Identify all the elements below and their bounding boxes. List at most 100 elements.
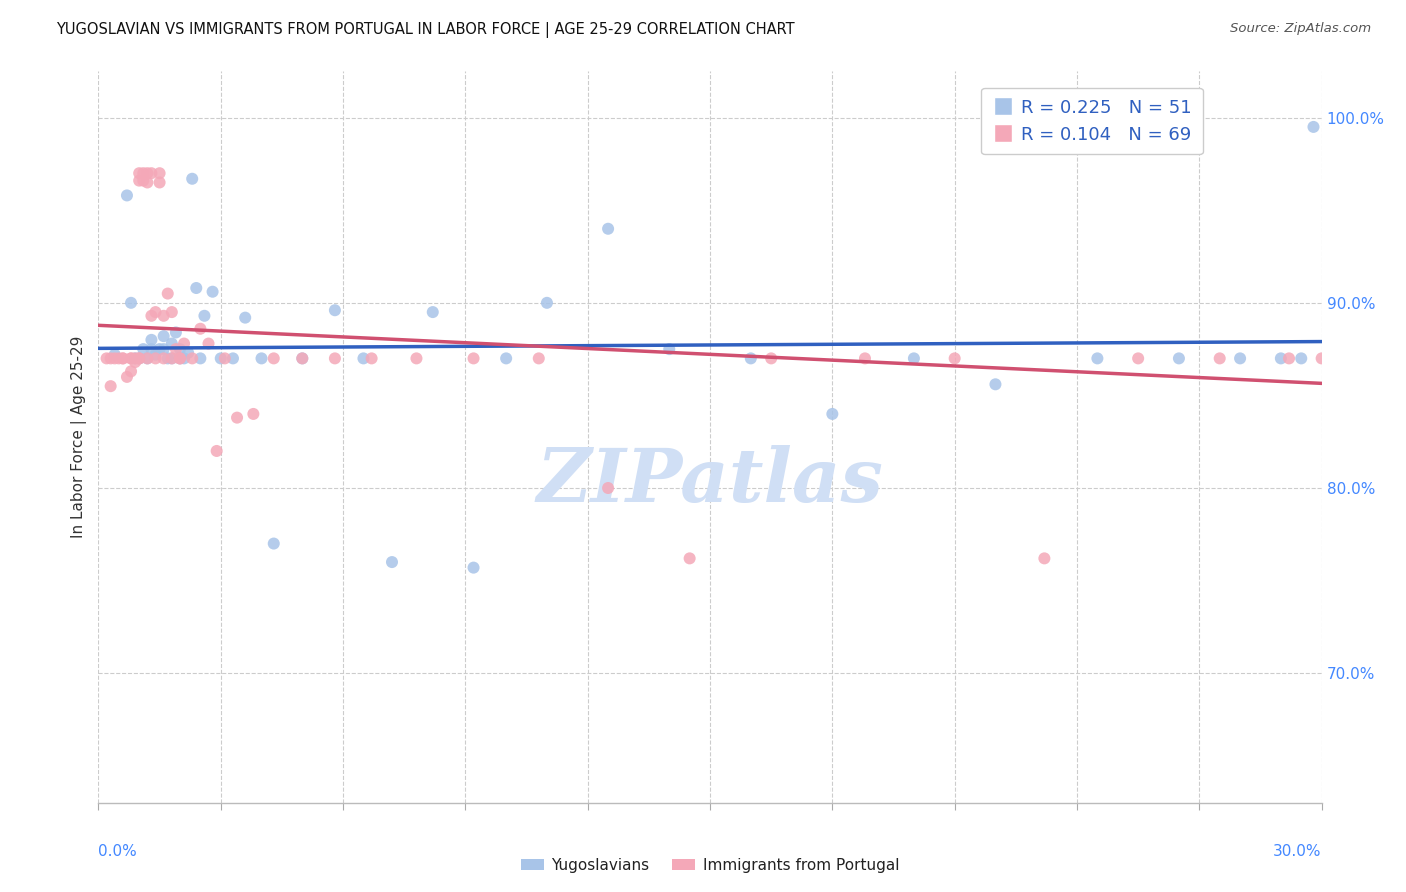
Legend: Yugoslavians, Immigrants from Portugal: Yugoslavians, Immigrants from Portugal	[515, 852, 905, 880]
Point	[111, 351, 134, 366]
Point	[1270, 351, 1292, 366]
Point	[124, 351, 146, 366]
Point	[156, 286, 179, 301]
Point	[152, 309, 174, 323]
Point	[165, 326, 187, 340]
Point	[263, 536, 285, 550]
Point	[136, 176, 159, 190]
Point	[1351, 351, 1374, 366]
Point	[160, 351, 183, 366]
Point	[132, 166, 155, 180]
Point	[141, 166, 163, 180]
Point	[169, 351, 191, 366]
Point	[598, 221, 620, 235]
Point	[323, 303, 346, 318]
Point	[136, 166, 159, 180]
Point	[853, 351, 876, 366]
Point	[188, 351, 212, 366]
Point	[120, 295, 142, 310]
Point	[141, 333, 163, 347]
Point	[145, 348, 167, 362]
Point	[160, 336, 183, 351]
Point	[463, 351, 485, 366]
Point	[1405, 351, 1406, 366]
Point	[104, 348, 127, 362]
Point	[527, 351, 550, 366]
Point	[115, 188, 138, 202]
Point	[136, 351, 159, 366]
Text: 30.0%: 30.0%	[1274, 845, 1322, 860]
Point	[111, 351, 134, 366]
Point	[124, 351, 146, 366]
Point	[209, 351, 232, 366]
Point	[173, 336, 195, 351]
Point	[740, 351, 762, 366]
Point	[352, 351, 374, 366]
Point	[1085, 351, 1108, 366]
Point	[360, 351, 382, 366]
Point	[132, 342, 155, 356]
Point	[1167, 351, 1189, 366]
Point	[181, 171, 204, 186]
Point	[197, 336, 219, 351]
Point	[495, 351, 517, 366]
Point	[1229, 351, 1251, 366]
Point	[128, 351, 150, 366]
Text: YUGOSLAVIAN VS IMMIGRANTS FROM PORTUGAL IN LABOR FORCE | AGE 25-29 CORRELATION C: YUGOSLAVIAN VS IMMIGRANTS FROM PORTUGAL …	[56, 22, 794, 38]
Point	[169, 351, 191, 366]
Point	[903, 351, 925, 366]
Point	[1392, 351, 1406, 366]
Point	[115, 370, 138, 384]
Point	[1209, 351, 1232, 366]
Point	[120, 364, 142, 378]
Point	[128, 351, 150, 366]
Point	[145, 305, 167, 319]
Point	[100, 351, 122, 366]
Point	[422, 305, 444, 319]
Point	[173, 351, 195, 366]
Point	[291, 351, 314, 366]
Text: ZIPatlas: ZIPatlas	[537, 445, 883, 517]
Point	[658, 342, 681, 356]
Point	[536, 295, 558, 310]
Point	[132, 173, 155, 187]
Point	[145, 351, 167, 366]
Point	[152, 351, 174, 366]
Point	[100, 379, 122, 393]
Point	[186, 281, 208, 295]
Point	[984, 377, 1007, 392]
Point	[679, 551, 702, 566]
Point	[291, 351, 314, 366]
Point	[1033, 551, 1056, 566]
Point	[226, 410, 249, 425]
Point	[149, 166, 172, 180]
Text: 0.0%: 0.0%	[98, 845, 138, 860]
Point	[124, 355, 146, 369]
Point	[160, 305, 183, 319]
Point	[128, 166, 150, 180]
Point	[1310, 351, 1333, 366]
Y-axis label: In Labor Force | Age 25-29: In Labor Force | Age 25-29	[72, 336, 87, 538]
Point	[177, 346, 200, 360]
Point	[165, 342, 187, 356]
Point	[381, 555, 404, 569]
Point	[188, 322, 212, 336]
Point	[1302, 120, 1324, 134]
Point	[160, 351, 183, 366]
Point	[233, 310, 256, 325]
Point	[598, 481, 620, 495]
Point	[1331, 351, 1354, 366]
Point	[193, 309, 215, 323]
Point	[169, 342, 191, 356]
Point	[214, 351, 236, 366]
Point	[263, 351, 285, 366]
Point	[1128, 351, 1150, 366]
Point	[136, 351, 159, 366]
Point	[463, 560, 485, 574]
Point	[242, 407, 264, 421]
Point	[222, 351, 245, 366]
Point	[1278, 351, 1301, 366]
Point	[1372, 351, 1395, 366]
Point	[181, 351, 204, 366]
Point	[149, 176, 172, 190]
